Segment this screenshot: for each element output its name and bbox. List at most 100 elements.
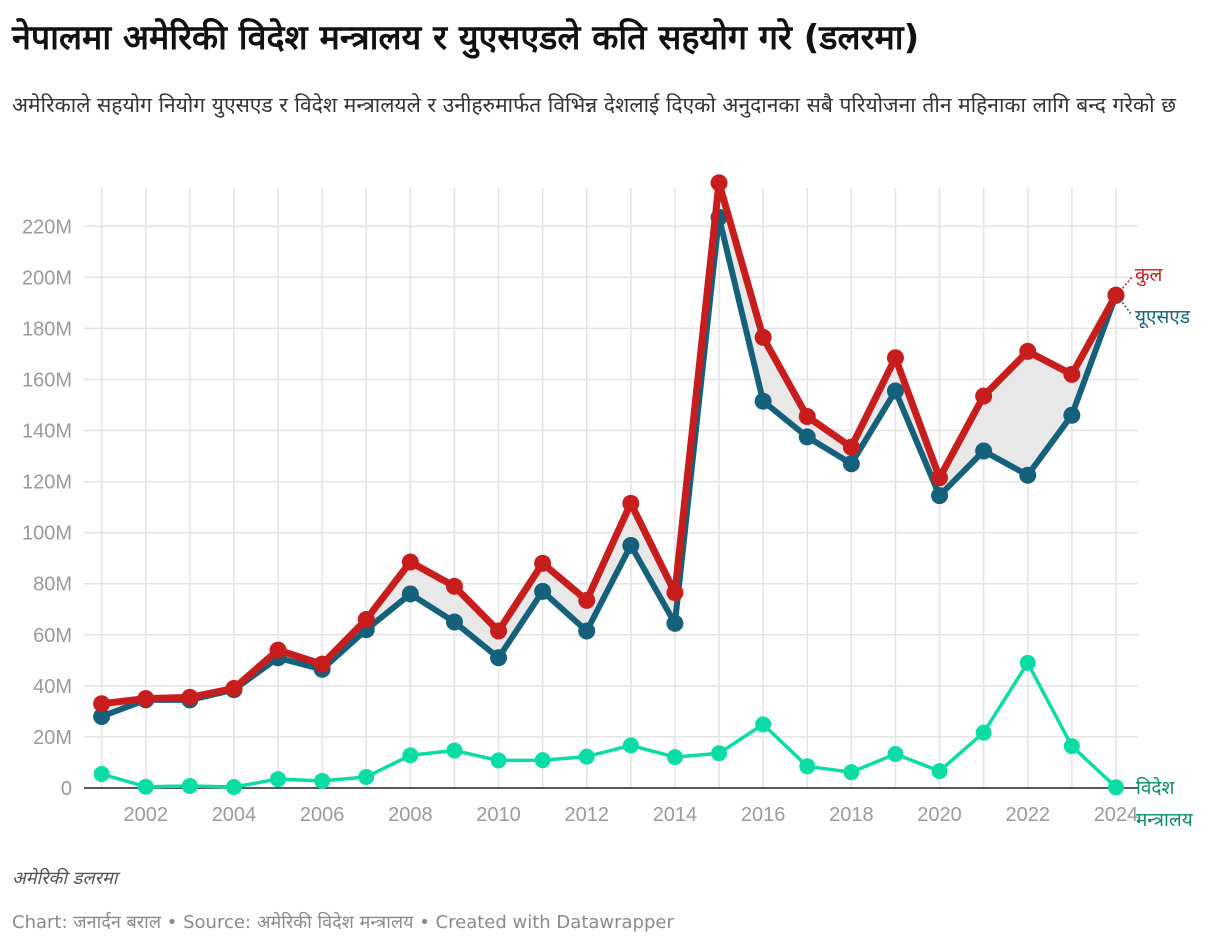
series-line-usaid: [98, 214, 1119, 720]
chart-title: नेपालमा अमेरिकी विदेश मन्त्रालय र युएसएड…: [12, 18, 920, 58]
x-tick-label: 2010: [476, 804, 521, 826]
data-point-state-dept: [975, 724, 992, 741]
series-line-total: [98, 179, 1120, 708]
data-point-usaid: [93, 708, 111, 726]
data-point-total: [534, 554, 552, 572]
data-point-state-dept: [446, 742, 463, 759]
data-point-total: [666, 584, 684, 602]
data-point-state-dept: [843, 764, 860, 781]
data-point-total: [181, 688, 199, 706]
label-connector-total: [1119, 276, 1133, 292]
data-point-state-dept: [1063, 738, 1080, 755]
y-tick-label: 200M: [22, 267, 72, 289]
data-point-total: [313, 655, 331, 673]
series-label-state-dept: मन्त्रालय: [1136, 809, 1194, 831]
data-point-total: [269, 641, 287, 659]
data-point-usaid: [931, 487, 949, 505]
data-point-total: [225, 679, 243, 697]
data-point-state-dept: [181, 777, 198, 794]
x-tick-label: 2006: [300, 804, 345, 826]
chart-subtitle: अमेरिकाले सहयोग नियोग युएसएड र विदेश मन्…: [12, 93, 1176, 117]
data-point-usaid: [975, 442, 993, 460]
data-point-state-dept: [711, 745, 728, 762]
data-point-total: [886, 349, 904, 367]
data-point-state-dept: [755, 716, 772, 733]
series-label-usaid: यूएसएड: [1135, 306, 1191, 329]
data-point-total: [401, 553, 419, 571]
data-point-state-dept: [887, 746, 904, 763]
x-tick-label: 2022: [1005, 804, 1050, 826]
data-point-state-dept: [931, 763, 948, 780]
x-tick-label: 2012: [564, 804, 609, 826]
series-line-state-dept: [99, 661, 1118, 789]
data-point-usaid: [754, 392, 772, 410]
y-tick-label: 60M: [33, 625, 72, 647]
data-point-usaid: [798, 428, 816, 446]
data-point-usaid: [445, 613, 463, 631]
data-point-total: [622, 494, 640, 512]
y-tick-label: 40M: [33, 676, 72, 698]
x-tick-label: 2002: [123, 804, 168, 826]
y-tick-label: 180M: [22, 318, 72, 340]
x-tick-label: 2024: [1094, 804, 1139, 826]
data-point-total: [1107, 286, 1125, 304]
data-point-state-dept: [358, 769, 375, 786]
x-tick-label: 2008: [388, 804, 433, 826]
label-connector-usaid: [1119, 298, 1133, 316]
gap-area: [101, 182, 1116, 717]
series-label-total: कुल: [1135, 264, 1164, 287]
data-point-state-dept: [578, 748, 595, 765]
data-point-usaid: [1063, 406, 1081, 424]
data-point-total: [137, 690, 155, 708]
data-point-usaid: [401, 585, 419, 603]
data-point-total: [975, 387, 993, 405]
x-tick-label: 2004: [212, 804, 257, 826]
data-point-total: [931, 469, 949, 487]
data-point-state-dept: [490, 752, 507, 769]
data-point-state-dept: [622, 737, 639, 754]
data-point-total: [93, 695, 111, 713]
data-point-state-dept: [666, 749, 683, 766]
y-tick-label: 0: [61, 778, 72, 800]
line-chart: 0 20M 40M 60M 80M 100M 120M 140M 160M 180M 200M 220…: [22, 174, 1194, 831]
data-point-state-dept: [314, 772, 331, 789]
data-point-total: [445, 577, 463, 595]
data-point-state-dept: [1107, 779, 1124, 796]
y-tick-label: 120M: [22, 472, 72, 494]
data-point-state-dept: [225, 778, 242, 795]
y-tick-label: 140M: [22, 421, 72, 443]
data-point-total: [357, 610, 375, 628]
data-point-total: [842, 438, 860, 456]
data-point-state-dept: [534, 752, 551, 769]
data-point-usaid: [490, 649, 508, 667]
x-tick-label: 2018: [829, 804, 874, 826]
data-point-state-dept: [1019, 654, 1036, 671]
y-tick-label: 20M: [33, 727, 72, 749]
series-label-state-dept: विदेश: [1136, 776, 1176, 799]
data-point-total: [490, 622, 508, 640]
data-point-state-dept: [799, 758, 816, 775]
data-point-total: [1019, 342, 1037, 360]
data-point-state-dept: [402, 747, 419, 764]
data-point-total: [1063, 365, 1081, 383]
data-point-usaid: [886, 382, 904, 400]
data-point-total: [754, 328, 772, 346]
data-point-usaid: [842, 455, 860, 473]
y-tick-label: 160M: [22, 369, 72, 391]
data-point-state-dept: [137, 778, 154, 795]
y-tick-label: 100M: [22, 523, 72, 545]
x-tick-label: 2016: [741, 804, 786, 826]
data-point-state-dept: [93, 765, 110, 782]
data-point-state-dept: [270, 771, 287, 788]
unit-note: अमेरिकी डलरमा: [12, 868, 118, 889]
data-point-usaid: [622, 536, 640, 554]
y-tick-label: 220M: [22, 216, 72, 238]
data-point-total: [710, 174, 728, 192]
data-point-total: [578, 591, 596, 609]
data-point-total: [798, 408, 816, 426]
data-point-usaid: [578, 622, 596, 640]
x-tick-label: 2020: [917, 804, 962, 826]
source-credit: Chart: जनार्दन बराल • Source: अमेरिकी वि…: [12, 912, 674, 933]
data-point-usaid: [1019, 466, 1037, 484]
x-tick-label: 2014: [653, 804, 698, 826]
